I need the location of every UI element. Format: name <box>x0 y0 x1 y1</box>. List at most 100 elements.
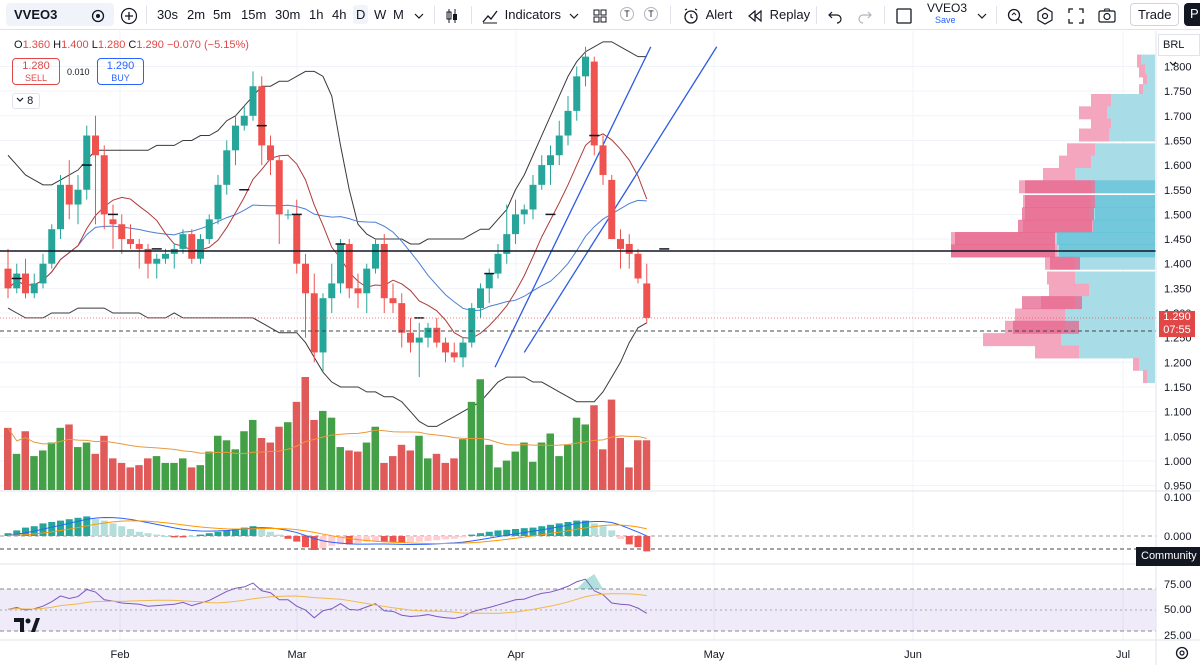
interval-d[interactable]: D <box>353 5 369 24</box>
interval-m[interactable]: M <box>393 7 404 22</box>
rsi-pane <box>0 574 1156 632</box>
candle-down <box>188 234 196 259</box>
sell-button[interactable]: 1.280 SELL <box>12 58 60 85</box>
candle-down <box>310 293 318 353</box>
profile-bar-down <box>1139 64 1145 78</box>
indicators-button[interactable]: Indicators <box>481 0 561 29</box>
volume-bar <box>39 450 47 490</box>
interval-5m[interactable]: 5m <box>213 7 232 22</box>
volume-bar <box>362 442 371 490</box>
bollinger-lower-line <box>7 307 647 427</box>
volume-bar <box>529 461 537 490</box>
publish-button[interactable]: P <box>1184 3 1200 26</box>
currency-selector[interactable]: BRL <box>1158 34 1200 66</box>
community-button[interactable]: Community <box>1136 547 1200 566</box>
profile-value-area <box>1022 207 1094 221</box>
macd-histogram-bar <box>22 527 29 536</box>
sma-20-line <box>7 199 647 312</box>
volume-bar <box>170 462 178 490</box>
time-label: Mar <box>288 649 307 661</box>
macd-histogram-bar <box>459 536 467 538</box>
layout-name-button[interactable]: VVEO3 Save <box>927 2 967 28</box>
profile-bar-down <box>1059 155 1091 169</box>
profile-bar-up <box>1147 74 1155 88</box>
volume-bar <box>144 458 152 490</box>
profile-value-area <box>1050 256 1080 270</box>
candles <box>4 46 670 378</box>
rsi-tick-label: 25.00 <box>1164 630 1192 642</box>
interval-2m[interactable]: 2m <box>187 7 206 22</box>
macd-histogram-bar <box>363 536 371 542</box>
fullscreen-icon[interactable] <box>1067 0 1085 29</box>
profile-bar-down <box>1091 118 1111 132</box>
alert-button[interactable]: Alert <box>682 0 732 29</box>
interval-1h[interactable]: 1h <box>309 7 324 22</box>
price-tick-label: 1.350 <box>1164 283 1192 295</box>
interval-4h[interactable]: 4h <box>332 7 347 22</box>
interval-30m[interactable]: 30m <box>275 7 301 22</box>
tradingview-logo[interactable] <box>14 618 40 637</box>
volume-bar <box>82 442 91 490</box>
macd-histogram-bar <box>232 529 239 536</box>
candle-type-icon[interactable] <box>443 0 461 29</box>
interval-w[interactable]: W <box>374 7 387 22</box>
candle-down <box>109 219 117 225</box>
quick-search-icon[interactable] <box>1006 0 1024 29</box>
macd-histogram-bar <box>529 527 537 536</box>
text-tool-icon[interactable]: T <box>620 7 634 21</box>
volume-bar <box>117 462 126 490</box>
ohlc-h-label: H <box>53 39 62 51</box>
macd-histogram-bar <box>65 519 73 536</box>
add-symbol-icon[interactable] <box>90 0 106 29</box>
top-toolbar: VVEO3 30s 2m 5m 15m 30m 1h 4h D W M Indi… <box>0 0 1200 30</box>
profile-value-area <box>1022 296 1082 310</box>
symbol-search[interactable]: VVEO3 <box>6 3 114 26</box>
text-tool-2-icon[interactable]: T <box>644 7 658 21</box>
camera-icon[interactable] <box>1097 0 1117 29</box>
macd-line <box>7 517 647 545</box>
buy-label: BUY <box>111 73 130 83</box>
candle-up <box>179 234 187 249</box>
candle-down <box>643 283 651 318</box>
volume-bar <box>310 419 318 490</box>
interval-dropdown-icon[interactable] <box>414 0 424 29</box>
macd-histogram-bar <box>345 536 353 545</box>
bollinger-bands <box>7 41 648 427</box>
settings-gear-icon[interactable] <box>1036 0 1054 29</box>
chart-settings-gear-icon[interactable] <box>1174 645 1190 661</box>
interval-30s[interactable]: 30s <box>157 7 178 22</box>
redo-icon[interactable] <box>857 0 873 29</box>
rsi-ma-line <box>7 593 647 614</box>
sell-price: 1.280 <box>22 60 50 72</box>
layout-square-icon[interactable] <box>895 0 913 29</box>
macd-histogram-bar <box>590 523 598 536</box>
candle-up <box>468 308 476 343</box>
volume-bar <box>74 447 82 490</box>
profile-bar-down <box>1133 357 1139 371</box>
templates-grid-icon[interactable] <box>592 0 608 29</box>
candle-up <box>57 184 64 230</box>
candle-down <box>389 298 397 304</box>
candle-up <box>477 288 484 309</box>
candle-up <box>223 150 231 185</box>
buy-button[interactable]: 1.290 BUY <box>97 58 144 85</box>
trade-button[interactable]: Trade <box>1130 3 1180 26</box>
price-tick-label: 1.100 <box>1164 407 1192 419</box>
candle-up <box>582 56 589 77</box>
volume-bar <box>30 456 38 490</box>
indicators-collapse-button[interactable]: 8 <box>12 93 40 109</box>
compare-plus-icon[interactable] <box>120 0 138 29</box>
interval-15m[interactable]: 15m <box>241 7 267 22</box>
layout-dropdown-icon[interactable] <box>977 0 987 29</box>
rewind-icon <box>748 9 762 22</box>
volume-bar <box>406 450 414 490</box>
profile-value-area-up <box>1057 232 1155 246</box>
volume-bar <box>424 458 432 490</box>
macd-histogram-bar <box>433 536 441 541</box>
undo-icon[interactable] <box>827 0 843 29</box>
candle-down <box>275 160 283 215</box>
indicators-dropdown-icon[interactable] <box>569 0 579 29</box>
profile-bar-down <box>1079 106 1107 120</box>
replay-button[interactable]: Replay <box>746 0 810 29</box>
